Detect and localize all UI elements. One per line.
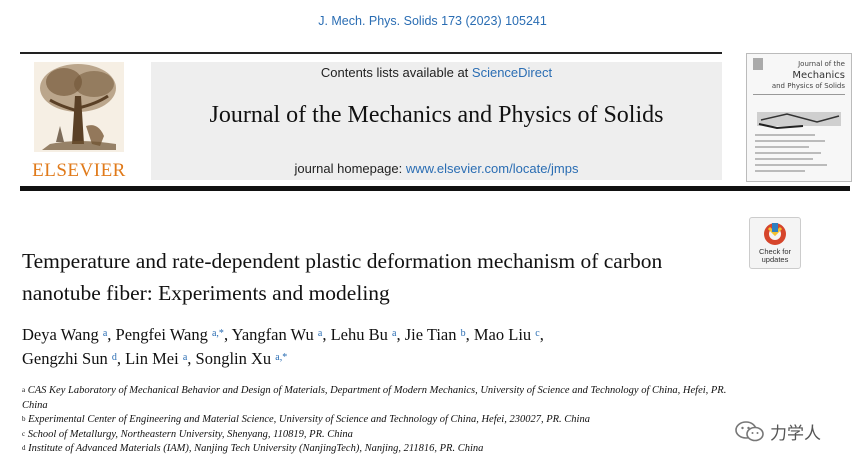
author-affiliation-mark[interactable]: d bbox=[111, 352, 117, 363]
journal-homepage-link[interactable]: www.elsevier.com/locate/jmps bbox=[405, 161, 579, 176]
author[interactable]: Gengzhi Sun d bbox=[22, 349, 117, 368]
author[interactable]: Mao Liu c bbox=[474, 325, 540, 344]
author-separator: , bbox=[187, 349, 196, 368]
elsevier-wordmark: ELSEVIER bbox=[32, 160, 126, 181]
author-name: Lehu Bu bbox=[330, 325, 388, 344]
affiliation-text: Experimental Center of Engineering and M… bbox=[28, 414, 590, 425]
article-title: Temperature and rate-dependent plastic d… bbox=[22, 249, 663, 305]
author-affiliation-mark[interactable]: a,* bbox=[275, 352, 288, 363]
affiliation-text: School of Metallurgy, Northeastern Unive… bbox=[27, 428, 353, 440]
wechat-icon bbox=[735, 421, 764, 442]
author-separator: , bbox=[116, 349, 126, 368]
cover-title-line-3: and Physics of Solids bbox=[772, 82, 846, 90]
check-updates-icon bbox=[764, 223, 786, 245]
author-name: Deya Wang bbox=[22, 325, 99, 344]
elsevier-tree-logo bbox=[34, 62, 124, 152]
check-updates-line-1: Check for bbox=[758, 247, 792, 256]
author[interactable]: Pengfei Wang a,* bbox=[116, 325, 224, 344]
author-name: Gengzhi Sun bbox=[22, 349, 108, 368]
author-affiliation-mark[interactable]: a bbox=[182, 352, 188, 363]
author-name: Mao Liu bbox=[473, 325, 532, 344]
author-affiliation-mark[interactable]: c bbox=[535, 328, 540, 339]
journal-citation[interactable]: J. Mech. Phys. Solids 173 (2023) 105241 bbox=[318, 14, 547, 28]
author-affiliation-mark[interactable]: a bbox=[102, 328, 108, 339]
author[interactable]: Jie Tian b bbox=[405, 325, 466, 344]
homepage-prefix: journal homepage: bbox=[294, 161, 406, 176]
affiliation-list: a CAS Key Laboratory of Mechanical Behav… bbox=[22, 384, 742, 457]
contents-line: Contents lists available at ScienceDirec… bbox=[151, 65, 722, 80]
author-separator: , bbox=[539, 325, 544, 344]
author-affiliation-mark[interactable]: a bbox=[317, 328, 323, 339]
affiliation-text: Institute of Advanced Materials (IAM), N… bbox=[28, 443, 484, 454]
affiliation-mark: a bbox=[22, 386, 26, 394]
author-separator: , bbox=[396, 325, 405, 344]
author-name: Jie Tian bbox=[404, 325, 457, 344]
author-name: Songlin Xu bbox=[195, 349, 272, 368]
check-updates-line-2: updates bbox=[761, 255, 789, 264]
author[interactable]: Lin Mei a bbox=[125, 349, 187, 368]
author-name: Lin Mei bbox=[125, 349, 179, 368]
affiliation-mark: b bbox=[22, 415, 26, 423]
watermark-text: 力学人 bbox=[770, 424, 821, 444]
affiliation-mark: d bbox=[22, 444, 26, 452]
affiliation-mark: c bbox=[22, 429, 26, 438]
author-affiliation-mark[interactable]: a bbox=[391, 328, 397, 339]
author-separator: , bbox=[465, 325, 474, 344]
check-for-updates-button[interactable]: Check for updates bbox=[749, 217, 801, 269]
author[interactable]: Yangfan Wu a bbox=[232, 325, 323, 344]
affiliation-item: a CAS Key Laboratory of Mechanical Behav… bbox=[22, 384, 742, 413]
header-bottom-rule bbox=[20, 186, 850, 191]
journal-header: Contents lists available at ScienceDirec… bbox=[151, 62, 722, 180]
author-affiliation-mark[interactable]: a,* bbox=[211, 328, 224, 339]
check-updates-label: Check for updates bbox=[750, 248, 800, 264]
author-separator: , bbox=[107, 325, 116, 344]
wechat-watermark: 力学人 bbox=[734, 417, 854, 447]
journal-title: Journal of the Mechanics and Physics of … bbox=[209, 102, 664, 128]
elsevier-logo[interactable]: ELSEVIER bbox=[20, 56, 138, 184]
author-separator: , bbox=[223, 325, 232, 344]
affiliation-text: CAS Key Laboratory of Mechanical Behavio… bbox=[22, 385, 727, 411]
affiliation-item: b Experimental Center of Engineering and… bbox=[22, 413, 742, 428]
affiliation-item: c School of Metallurgy, Northeastern Uni… bbox=[22, 428, 742, 443]
homepage-line: journal homepage: www.elsevier.com/locat… bbox=[151, 161, 722, 176]
journal-cover-thumbnail[interactable]: Journal of the Mechanics and Physics of … bbox=[746, 53, 852, 182]
cover-art: Journal of the Mechanics and Physics of … bbox=[747, 54, 851, 181]
author-name: Pengfei Wang bbox=[115, 325, 208, 344]
cover-title-line-1: Journal of the bbox=[797, 60, 845, 68]
author-separator: , bbox=[322, 325, 331, 344]
author-name: Yangfan Wu bbox=[231, 325, 314, 344]
affiliation-item: d Institute of Advanced Materials (IAM),… bbox=[22, 442, 742, 457]
author-list: Deya Wang a, Pengfei Wang a,*, Yangfan W… bbox=[22, 323, 742, 371]
top-rule bbox=[20, 52, 722, 54]
sciencedirect-link[interactable]: ScienceDirect bbox=[471, 65, 553, 80]
author[interactable]: Songlin Xu a,* bbox=[196, 349, 288, 368]
contents-prefix: Contents lists available at bbox=[320, 65, 472, 80]
author[interactable]: Lehu Bu a bbox=[331, 325, 397, 344]
author-affiliation-mark[interactable]: b bbox=[460, 328, 466, 339]
author[interactable]: Deya Wang a bbox=[22, 325, 107, 344]
cover-title-line-2: Mechanics bbox=[792, 70, 845, 81]
